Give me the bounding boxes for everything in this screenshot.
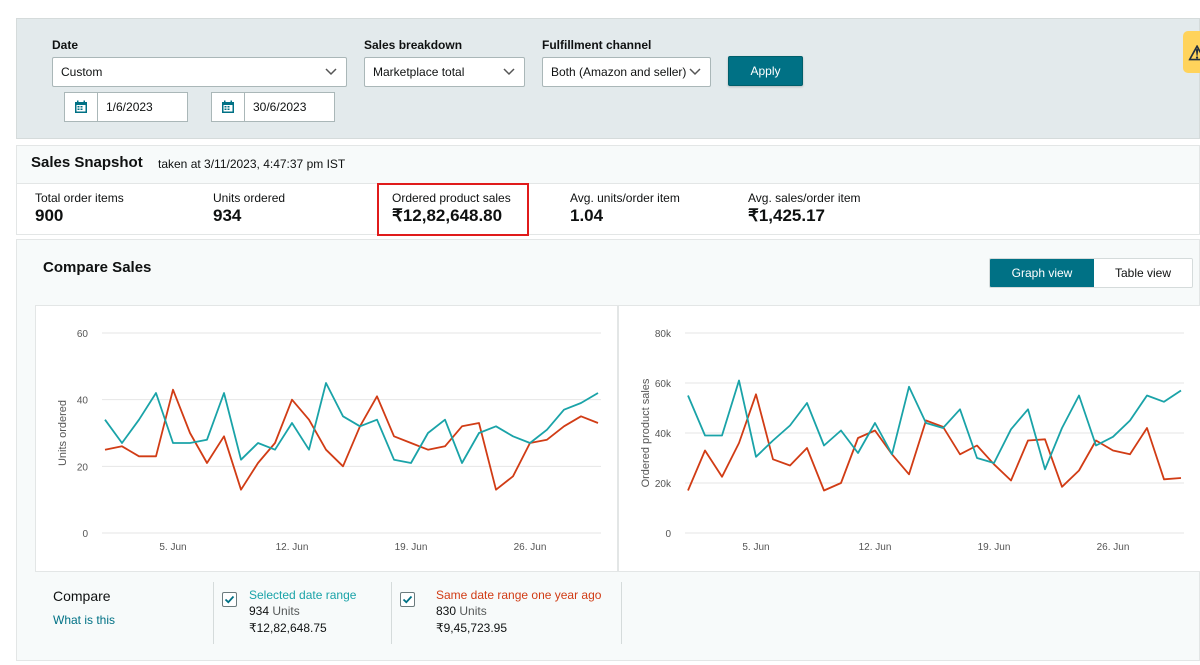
series-line[interactable] bbox=[687, 379, 1182, 471]
last-year-checkbox[interactable] bbox=[400, 592, 415, 607]
series-units: 934 Units bbox=[249, 604, 300, 618]
metric-label: Avg. units/order item bbox=[570, 191, 680, 205]
metric-ordered-product-sales: Ordered product sales ₹12,82,648.80 bbox=[392, 191, 511, 226]
metric-value: ₹12,82,648.80 bbox=[392, 206, 503, 225]
view-toggle: Graph view Table view bbox=[989, 258, 1193, 288]
check-icon bbox=[402, 595, 413, 604]
series-units-word: Units bbox=[272, 604, 300, 618]
x-tick-label: 12. Jun bbox=[276, 542, 309, 553]
y-axis-label: Ordered product sales bbox=[640, 378, 652, 487]
series-sales: ₹9,45,723.95 bbox=[436, 621, 508, 635]
chevron-down-icon bbox=[325, 68, 337, 76]
x-tick-label: 5. Jun bbox=[159, 542, 186, 553]
snapshot-timestamp: taken at 3/11/2023, 4:47:37 pm IST bbox=[158, 157, 346, 171]
chevron-down-icon bbox=[503, 68, 515, 76]
ordered-product-sales-chart: 0 20k 40k 60k 80k 5. Jun 12. Jun 19. Jun 26. Jun… bbox=[640, 329, 1184, 553]
fulfillment-dropdown[interactable]: Both (Amazon and seller) bbox=[542, 57, 711, 87]
y-tick-label: 40 bbox=[77, 396, 89, 407]
what-is-this-link[interactable]: What is this bbox=[53, 613, 116, 627]
units-ordered-chart: 0 20 40 60 5. Jun 12. Jun 19. Jun 26. Jun Units … bbox=[57, 329, 601, 553]
warning-badge[interactable]: ⚠ bbox=[1183, 31, 1200, 73]
series-units-word: Units bbox=[459, 604, 487, 618]
y-tick-label: 40k bbox=[655, 429, 672, 440]
x-tick-label: 26. Jun bbox=[1097, 542, 1130, 553]
metric-label: Total order items bbox=[35, 191, 124, 205]
snapshot-header: Sales Snapshot taken at 3/11/2023, 4:47:… bbox=[17, 146, 1199, 184]
metric-units-ordered: Units ordered 934 bbox=[213, 191, 285, 226]
metric-avg-sales: Avg. sales/order item ₹1,425.17 bbox=[748, 191, 861, 226]
filter-bar: Date Custom 1/6/2023 30/6/2023 Sales bre… bbox=[16, 18, 1200, 139]
calendar-icon[interactable] bbox=[212, 93, 245, 121]
apply-button[interactable]: Apply bbox=[728, 56, 803, 86]
sales-snapshot: Sales Snapshot taken at 3/11/2023, 4:47:… bbox=[16, 145, 1200, 236]
units-chart-panel: 0 20 40 60 5. Jun 12. Jun 19. Jun 26. Jun Units … bbox=[35, 305, 618, 572]
fulfillment-label: Fulfillment channel bbox=[542, 38, 652, 52]
series-units-value: 934 bbox=[249, 604, 270, 618]
selected-range-checkbox[interactable] bbox=[222, 592, 237, 607]
divider bbox=[213, 582, 214, 644]
series-name: Same date range one year ago bbox=[436, 588, 602, 602]
metric-label: Avg. sales/order item bbox=[748, 191, 861, 205]
sales-chart-panel: 0 20k 40k 60k 80k 5. Jun 12. Jun 19. Jun 26. Jun… bbox=[618, 305, 1200, 572]
compare-label: Compare bbox=[53, 588, 111, 604]
x-tick-label: 19. Jun bbox=[978, 542, 1011, 553]
fulfillment-value: Both (Amazon and seller) bbox=[551, 65, 687, 79]
x-tick-label: 5. Jun bbox=[742, 542, 769, 553]
y-tick-label: 0 bbox=[665, 529, 671, 540]
metric-value: 900 bbox=[35, 206, 64, 225]
graph-view-button[interactable]: Graph view bbox=[990, 259, 1094, 287]
x-tick-label: 19. Jun bbox=[395, 542, 428, 553]
date-dropdown-value: Custom bbox=[61, 65, 103, 79]
y-tick-label: 60k bbox=[655, 379, 672, 390]
y-tick-label: 20k bbox=[655, 479, 672, 490]
divider bbox=[621, 582, 622, 644]
start-date-value: 1/6/2023 bbox=[106, 100, 153, 114]
sales-breakdown-label: Sales breakdown bbox=[364, 38, 463, 52]
warning-icon: ⚠ bbox=[1188, 43, 1200, 65]
y-tick-label: 80k bbox=[655, 329, 672, 340]
series-line[interactable] bbox=[687, 393, 1182, 492]
series-sales: ₹12,82,648.75 bbox=[249, 621, 327, 635]
metric-total-order-items: Total order items 900 bbox=[35, 191, 124, 226]
y-tick-label: 60 bbox=[77, 329, 89, 340]
y-tick-label: 20 bbox=[77, 462, 89, 473]
divider bbox=[391, 582, 392, 644]
metric-avg-units: Avg. units/order item 1.04 bbox=[570, 191, 680, 226]
snapshot-title: Sales Snapshot bbox=[31, 154, 143, 171]
metric-label: Ordered product sales bbox=[392, 191, 511, 205]
metric-value: 934 bbox=[213, 206, 242, 225]
series-line[interactable] bbox=[104, 388, 599, 491]
compare-sales-title: Compare Sales bbox=[43, 259, 152, 276]
y-axis-label: Units ordered bbox=[57, 400, 69, 466]
chevron-down-icon bbox=[689, 68, 701, 76]
series-name: Selected date range bbox=[249, 588, 357, 602]
start-date-field[interactable]: 1/6/2023 bbox=[64, 92, 188, 122]
date-dropdown[interactable]: Custom bbox=[52, 57, 347, 87]
y-tick-label: 0 bbox=[82, 529, 88, 540]
date-label: Date bbox=[52, 38, 79, 52]
series-line[interactable] bbox=[104, 382, 599, 464]
check-icon bbox=[224, 595, 235, 604]
sales-breakdown-value: Marketplace total bbox=[373, 65, 465, 79]
end-date-value: 30/6/2023 bbox=[253, 100, 307, 114]
table-view-button[interactable]: Table view bbox=[1094, 259, 1192, 287]
sales-breakdown-dropdown[interactable]: Marketplace total bbox=[364, 57, 525, 87]
calendar-icon[interactable] bbox=[65, 93, 98, 121]
highlight-box bbox=[377, 183, 529, 236]
metric-value: 1.04 bbox=[570, 206, 604, 225]
series-units-value: 830 bbox=[436, 604, 457, 618]
compare-sales-section: Compare Sales Graph view Table view 0 20 4… bbox=[16, 239, 1200, 661]
metric-value: ₹1,425.17 bbox=[748, 206, 825, 225]
series-units: 830 Units bbox=[436, 604, 487, 618]
x-tick-label: 26. Jun bbox=[514, 542, 547, 553]
end-date-field[interactable]: 30/6/2023 bbox=[211, 92, 335, 122]
x-tick-label: 12. Jun bbox=[859, 542, 892, 553]
metric-label: Units ordered bbox=[213, 191, 286, 205]
